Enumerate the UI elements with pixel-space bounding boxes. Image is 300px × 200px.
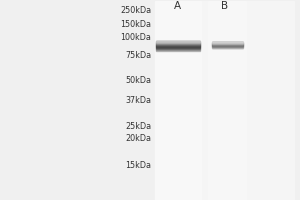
- Text: 50kDa: 50kDa: [125, 76, 152, 85]
- Text: 250kDa: 250kDa: [120, 6, 152, 15]
- Text: B: B: [221, 1, 229, 11]
- Text: 15kDa: 15kDa: [125, 161, 152, 170]
- Bar: [154, 1, 201, 200]
- Text: 100kDa: 100kDa: [121, 33, 152, 42]
- Text: 150kDa: 150kDa: [121, 20, 152, 29]
- Text: 20kDa: 20kDa: [125, 134, 152, 143]
- Text: 75kDa: 75kDa: [125, 51, 152, 60]
- Bar: [208, 1, 246, 200]
- Text: 37kDa: 37kDa: [125, 96, 152, 105]
- Bar: [154, 1, 294, 200]
- Text: 25kDa: 25kDa: [125, 122, 152, 131]
- Text: A: A: [173, 1, 181, 11]
